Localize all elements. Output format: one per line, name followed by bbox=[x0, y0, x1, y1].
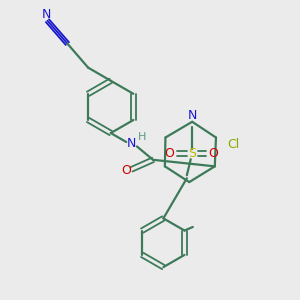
Text: O: O bbox=[122, 164, 131, 177]
Text: Cl: Cl bbox=[227, 138, 239, 152]
Text: O: O bbox=[164, 147, 174, 161]
Text: H: H bbox=[138, 132, 146, 142]
Text: N: N bbox=[188, 109, 197, 122]
Text: O: O bbox=[209, 147, 218, 161]
Text: N: N bbox=[127, 137, 136, 150]
Text: N: N bbox=[42, 8, 52, 21]
Text: S: S bbox=[188, 147, 196, 161]
